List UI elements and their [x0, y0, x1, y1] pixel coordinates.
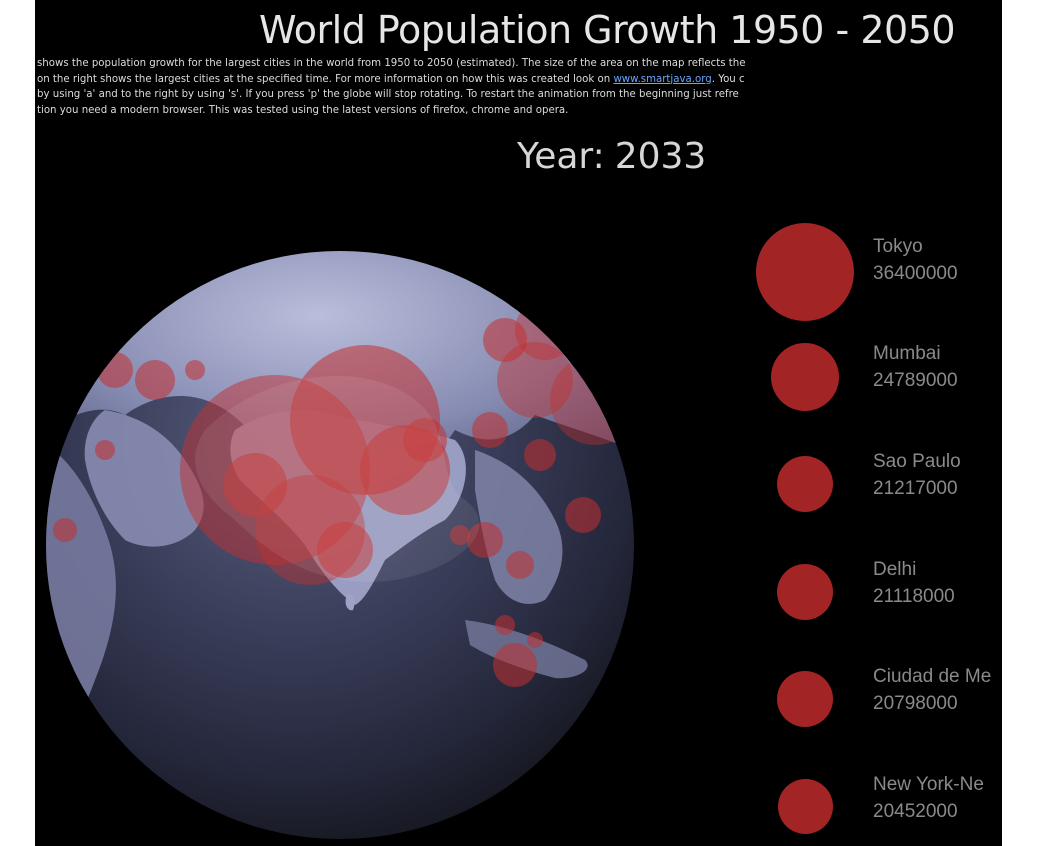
description-line-2: on the right shows the largest cities at…	[37, 72, 1002, 88]
year-label: Year:	[517, 136, 605, 177]
city-marker	[550, 355, 634, 445]
city-marker	[46, 368, 82, 412]
land-arabia	[84, 410, 204, 547]
legend-circle	[756, 223, 854, 321]
legend-city-population: 24789000	[873, 370, 958, 391]
legend-circle	[777, 671, 833, 727]
description-line-2-start: on the right shows the largest cities at…	[37, 73, 614, 85]
city-marker	[53, 518, 77, 542]
legend-circle	[771, 343, 839, 411]
city-marker	[135, 360, 175, 400]
description-line-2-end: . You c	[711, 73, 745, 85]
city-marker	[506, 551, 534, 579]
legend-circle	[777, 564, 833, 620]
legend-city-name: Sao Paulo	[873, 451, 961, 472]
city-marker	[524, 439, 556, 471]
description-text: shows the population growth for the larg…	[37, 56, 1002, 118]
city-marker	[46, 622, 58, 638]
globe-land	[46, 251, 634, 800]
city-marker	[450, 525, 470, 545]
legend-city-population: 20452000	[873, 801, 958, 822]
city-marker	[59, 314, 91, 346]
legend-city-name: New York-Ne	[873, 774, 984, 795]
legend-city-population: 20798000	[873, 693, 958, 714]
city-marker	[95, 440, 115, 460]
legend-item-ciudad-de-mexico: Ciudad de Me 20798000	[755, 666, 1002, 766]
city-marker	[467, 522, 503, 558]
legend-city-name: Mumbai	[873, 343, 941, 364]
city-marker	[317, 522, 373, 578]
legend-city-name: Tokyo	[873, 236, 923, 257]
legend-city-name: Delhi	[873, 559, 917, 580]
smartjava-link[interactable]: www.smartjava.org	[613, 73, 712, 85]
city-marker	[185, 360, 205, 380]
visualization-canvas[interactable]: World Population Growth 1950 - 2050 show…	[35, 0, 1002, 846]
legend-city-population: 21118000	[873, 586, 955, 607]
legend-item-delhi: Delhi 21118000	[755, 559, 1002, 659]
city-marker	[483, 318, 527, 362]
city-marker	[403, 418, 447, 462]
description-line-3: by using 'a' and to the right by using '…	[37, 89, 739, 100]
legend-item-sao-paulo: Sao Paulo 21217000	[755, 451, 1002, 551]
cloud-overlay	[195, 376, 480, 582]
legend-item-new-york: New York-Ne 20452000	[755, 774, 1002, 846]
city-marker	[495, 615, 515, 635]
city-marker	[223, 453, 287, 517]
legend-circle	[778, 779, 833, 834]
city-marker	[141, 256, 169, 284]
legend-city-population: 36400000	[873, 263, 958, 284]
year-display: Year: 2033	[517, 136, 706, 177]
year-value: 2033	[614, 136, 707, 177]
city-marker	[97, 352, 133, 388]
city-marker	[497, 342, 573, 418]
city-marker	[565, 497, 601, 533]
legend-city-name: Ciudad de Me	[873, 666, 992, 687]
city-circles	[46, 256, 634, 687]
land-sri-lanka	[345, 594, 355, 611]
legend-city-population: 21217000	[873, 478, 958, 499]
land-sea-asia	[475, 450, 563, 604]
description-line-4: tion you need a modern browser. This was…	[37, 104, 569, 116]
city-marker	[527, 632, 543, 648]
description-line-1: shows the population growth for the larg…	[37, 58, 746, 69]
legend-item-tokyo: Tokyo 36400000	[755, 223, 1002, 336]
city-marker	[493, 643, 537, 687]
city-marker	[472, 412, 508, 448]
legend-item-mumbai: Mumbai 24789000	[755, 343, 1002, 443]
page-title: World Population Growth 1950 - 2050	[258, 8, 956, 52]
legend-circle	[777, 456, 833, 512]
globe[interactable]	[35, 200, 675, 846]
